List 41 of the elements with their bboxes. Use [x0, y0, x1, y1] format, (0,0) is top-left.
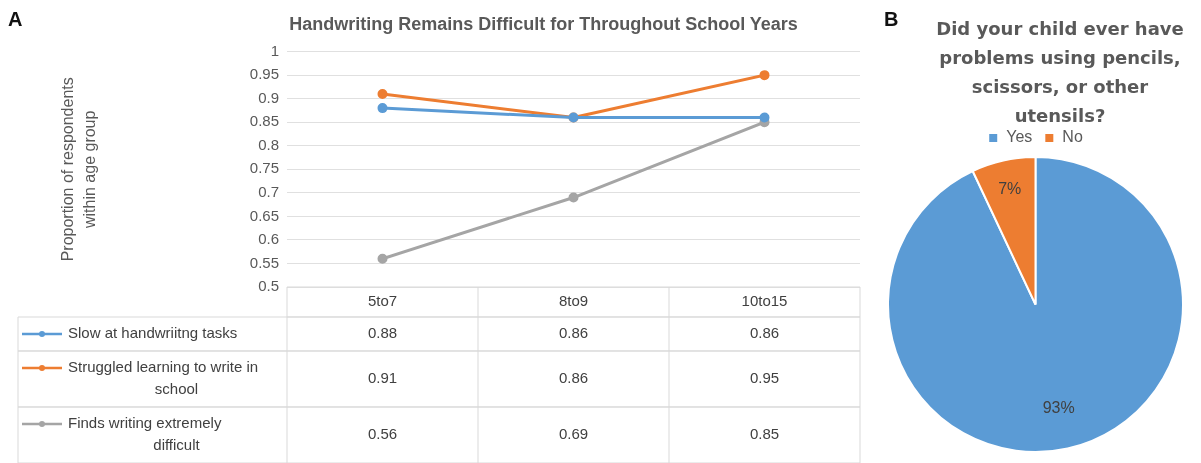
point [568, 192, 579, 203]
chart-title: Did your child ever have problems using pencils, scissors, or other utensils? [935, 17, 1185, 128]
data-label: 0.85 [749, 425, 780, 443]
y-tick-label: 0.9 [258, 88, 279, 106]
data-label: 0.88 [367, 324, 398, 342]
point [759, 112, 770, 123]
y-tick-label: 0.8 [258, 135, 279, 153]
x-tick-label: 10to15 [741, 292, 788, 310]
legend-label: Slow at handwriitng tasks [68, 324, 238, 342]
y-tick-label: 0.85 [249, 112, 279, 130]
data-label: 0.86 [558, 324, 589, 342]
point [377, 88, 388, 99]
data-label: 0.56 [367, 425, 398, 443]
y-tick-label: 0.5 [258, 277, 279, 295]
y-tick-label: 0.75 [249, 159, 279, 177]
x-tick-label: 8to9 [558, 292, 589, 310]
data-label: 93% [1042, 398, 1075, 416]
text: B [884, 8, 899, 31]
data-label: 0.86 [558, 369, 589, 387]
text: A [8, 7, 23, 30]
legend-label: Struggled learning to write in school [68, 358, 259, 398]
legend-label: Yes [1006, 128, 1033, 146]
y-tick-label: 0.6 [258, 230, 279, 248]
y-tick-label: 0.55 [249, 253, 279, 271]
y-tick-label: 0.65 [249, 206, 279, 224]
data-label: 0.95 [749, 369, 780, 387]
legend-label: Finds writing extremely difficult [67, 414, 222, 454]
point [377, 103, 388, 114]
data-label: 0.86 [749, 324, 780, 342]
data-label: 0.69 [558, 425, 589, 443]
y-axis-title: Proportion of respondents within age group [59, 77, 99, 262]
chart-title: Handwriting Remains Difficult for Throughout School Years [289, 13, 798, 34]
legend-label: No [1062, 128, 1083, 146]
data-label: 7% [998, 179, 1022, 197]
point [377, 253, 388, 264]
y-tick-label: 1 [270, 41, 279, 59]
data-label: 0.91 [367, 369, 398, 387]
point [759, 70, 770, 81]
x-tick-label: 5to7 [367, 292, 398, 310]
y-tick-label: 0.7 [258, 182, 279, 200]
y-tick-label: 0.95 [249, 65, 279, 83]
